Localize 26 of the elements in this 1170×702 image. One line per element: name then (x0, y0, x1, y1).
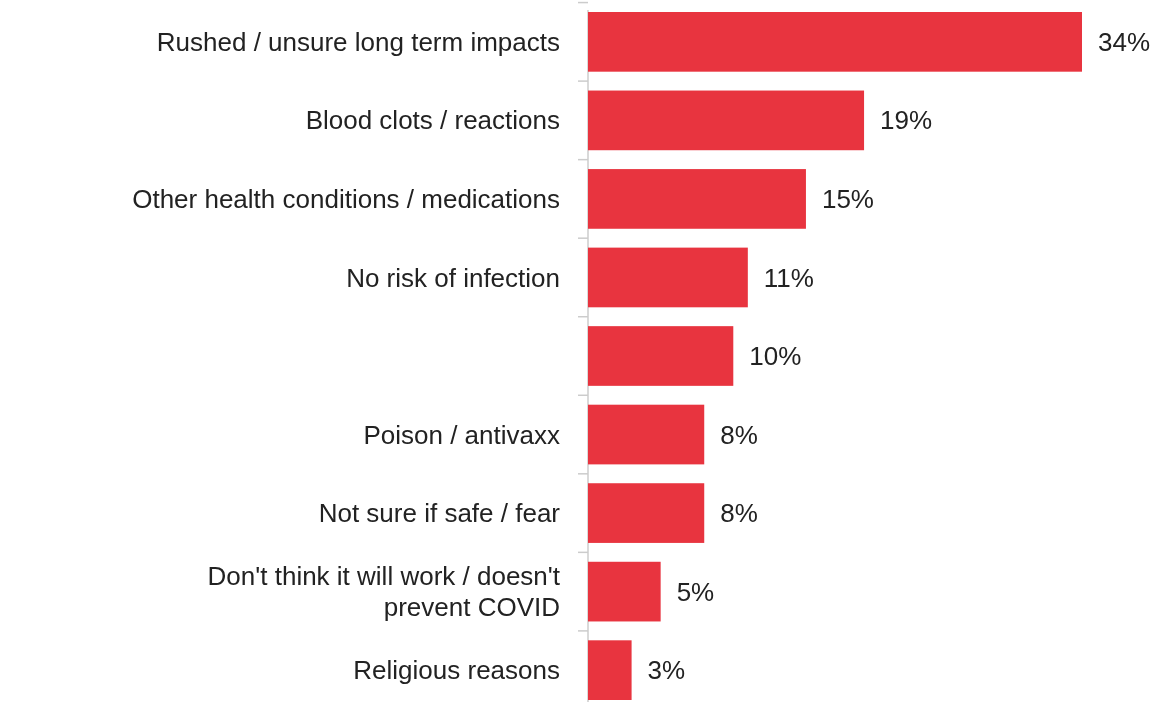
data-label: 19% (880, 105, 933, 136)
data-label: 8% (720, 498, 758, 529)
y-tick-label: Religious reasons (353, 655, 560, 686)
bar (588, 483, 705, 543)
data-label: 15% (821, 184, 874, 215)
bar (588, 404, 705, 465)
data-label: 11% (763, 262, 814, 293)
y-tick-label: Blood clots / reactions (305, 105, 560, 136)
data-label: 8% (720, 419, 758, 450)
y-tick-label: Rushed / unsure long term impacts (156, 26, 560, 57)
data-label: 3% (647, 655, 686, 686)
bar (588, 12, 1082, 72)
y-tick-label: Not sure if safe / fear (318, 498, 561, 529)
y-tick-label: Other health conditions / medications (132, 184, 560, 215)
data-label: 10% (749, 341, 802, 372)
bar (588, 326, 734, 386)
y-tick-label: Poison / antivaxx (363, 419, 560, 450)
y-tick-label: Don't think it will work / doesn't prevent COVID (207, 561, 561, 623)
bar (588, 561, 661, 622)
bar (588, 90, 865, 151)
y-tick-label: No risk of infection (346, 262, 560, 293)
data-label: 34% (1098, 26, 1151, 57)
bar (588, 169, 806, 229)
data-label: 5% (676, 576, 715, 607)
bar (588, 640, 632, 700)
bar (588, 247, 748, 308)
